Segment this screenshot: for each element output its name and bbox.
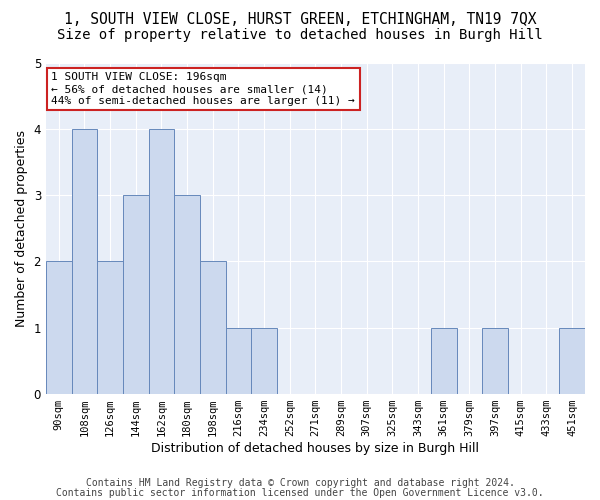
Bar (174, 195, 200, 394)
Bar (46, 262, 71, 394)
Text: 1, SOUTH VIEW CLOSE, HURST GREEN, ETCHINGHAM, TN19 7QX: 1, SOUTH VIEW CLOSE, HURST GREEN, ETCHIN… (64, 12, 536, 28)
Bar (226, 328, 251, 394)
Bar (482, 328, 508, 394)
Text: Contains public sector information licensed under the Open Government Licence v3: Contains public sector information licen… (56, 488, 544, 498)
Text: 1 SOUTH VIEW CLOSE: 196sqm
← 56% of detached houses are smaller (14)
44% of semi: 1 SOUTH VIEW CLOSE: 196sqm ← 56% of deta… (52, 72, 355, 106)
X-axis label: Distribution of detached houses by size in Burgh Hill: Distribution of detached houses by size … (151, 442, 479, 455)
Bar (200, 262, 226, 394)
Bar (97, 262, 123, 394)
Bar (71, 129, 97, 394)
Bar (559, 328, 585, 394)
Bar (149, 129, 174, 394)
Text: Size of property relative to detached houses in Burgh Hill: Size of property relative to detached ho… (57, 28, 543, 42)
Bar (251, 328, 277, 394)
Y-axis label: Number of detached properties: Number of detached properties (15, 130, 28, 327)
Bar (431, 328, 457, 394)
Text: Contains HM Land Registry data © Crown copyright and database right 2024.: Contains HM Land Registry data © Crown c… (86, 478, 514, 488)
Bar (123, 195, 149, 394)
